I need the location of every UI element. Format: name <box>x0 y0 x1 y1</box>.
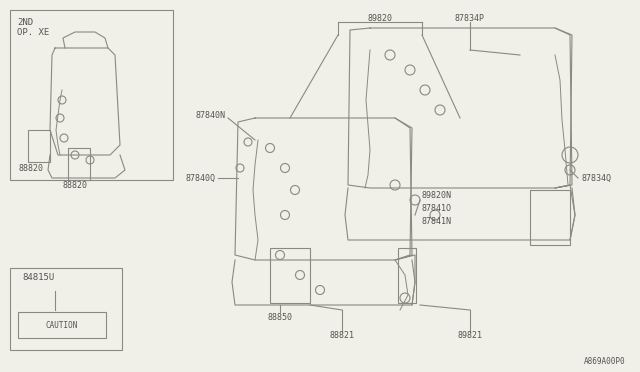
Text: 84815U: 84815U <box>22 273 54 282</box>
Text: 87841O: 87841O <box>422 203 452 212</box>
Text: 2ND: 2ND <box>17 17 33 26</box>
Text: A869A00P0: A869A00P0 <box>584 357 625 366</box>
Bar <box>18 312 106 338</box>
Text: 87840N: 87840N <box>195 110 225 119</box>
Text: 88820: 88820 <box>62 180 87 189</box>
Bar <box>398 248 416 303</box>
Text: 88820: 88820 <box>18 164 43 173</box>
Bar <box>10 268 122 350</box>
Bar <box>10 10 173 180</box>
Text: OP. XE: OP. XE <box>17 28 49 36</box>
Text: 88821: 88821 <box>330 330 355 340</box>
Bar <box>68 148 90 180</box>
Text: CAUTION: CAUTION <box>46 321 78 330</box>
Text: 89821: 89821 <box>458 330 483 340</box>
Text: 89820N: 89820N <box>422 190 452 199</box>
Text: 89820: 89820 <box>367 13 392 22</box>
Bar <box>270 248 310 303</box>
Text: 87840Q: 87840Q <box>185 173 215 183</box>
Text: 87834P: 87834P <box>455 13 485 22</box>
Text: 87834Q: 87834Q <box>582 173 612 183</box>
Text: 88850: 88850 <box>268 314 292 323</box>
Bar <box>28 130 50 162</box>
Bar <box>530 190 570 245</box>
Text: 87841N: 87841N <box>422 217 452 225</box>
